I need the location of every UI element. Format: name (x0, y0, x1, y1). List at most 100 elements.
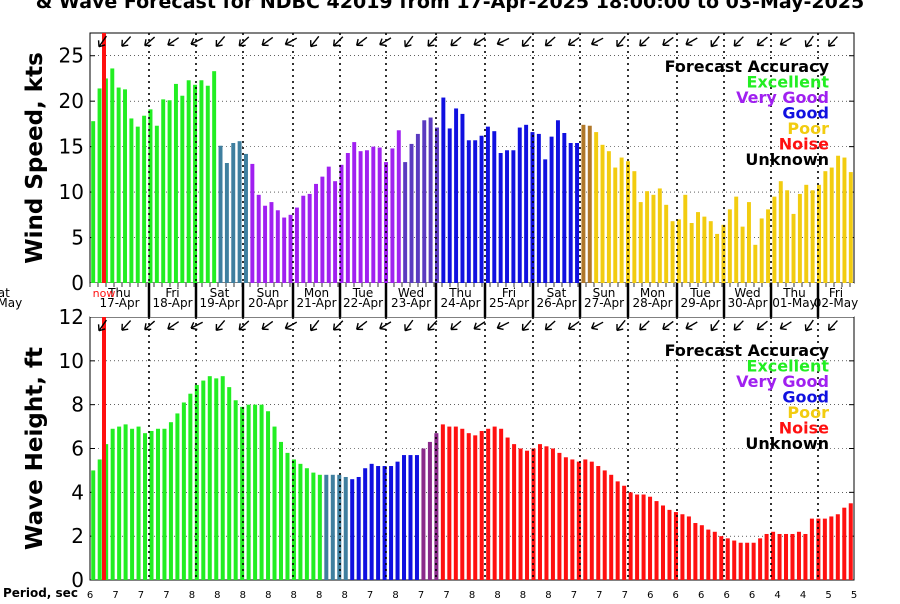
data-bar (778, 181, 783, 283)
data-bar (311, 472, 316, 580)
data-bar (317, 474, 322, 580)
data-bar (758, 538, 763, 580)
data-bar (135, 126, 140, 283)
data-bar (123, 89, 127, 283)
arrow-shaft (238, 320, 250, 331)
arrow-head (639, 323, 647, 331)
data-bar (269, 202, 274, 283)
period-value: 5 (825, 590, 831, 600)
data-bar (110, 428, 115, 580)
arrow-shaft (356, 320, 368, 330)
data-bar (796, 531, 801, 580)
arrow-shaft (685, 37, 698, 46)
data-bar (570, 459, 575, 580)
data-bar (784, 533, 789, 580)
period-label: Period, sec (3, 586, 78, 600)
arrow-shaft (545, 320, 556, 331)
data-bar (415, 133, 420, 283)
day-name: Sun (257, 286, 280, 300)
arrow-head (144, 39, 152, 47)
day-name: Sun (593, 286, 616, 300)
data-bar (343, 476, 348, 580)
data-bar (583, 459, 588, 580)
legend-title: Forecast Accuracy (665, 57, 830, 76)
day-name: Thu (782, 286, 806, 300)
legend-entry: Unknown (745, 150, 829, 169)
arrow-shaft (521, 36, 532, 47)
y-tick-label: 12 (59, 305, 84, 329)
arrow-shaft (261, 36, 274, 46)
data-bar (473, 140, 478, 283)
arrow-shaft (591, 321, 604, 329)
y-tick-label: 10 (59, 180, 84, 204)
period-value: 7 (596, 590, 602, 600)
arrow-shaft (379, 37, 392, 46)
direction-arrow (97, 319, 108, 332)
arrow-shaft (568, 36, 580, 46)
data-bar (435, 127, 439, 283)
direction-arrow (779, 321, 792, 331)
direction-arrow (473, 37, 486, 47)
period-value: 6 (698, 590, 704, 600)
arrow-shaft (733, 36, 744, 47)
data-bar (562, 133, 567, 283)
day-name: Sat (210, 286, 230, 300)
arrow-shaft (450, 320, 462, 331)
data-bar (657, 188, 662, 283)
panel-wind: 0 5 10 15 20 25 Wind Speed, kts Forecast Accura… (22, 32, 855, 295)
data-bar (396, 130, 401, 283)
data-bar (544, 446, 549, 580)
legend-title: Forecast Accuracy (665, 341, 830, 360)
period-value: 8 (316, 590, 322, 600)
data-bar (460, 113, 465, 283)
day-name: Mon (304, 286, 329, 300)
data-bar (212, 71, 217, 284)
arrow-head (473, 38, 481, 47)
y-tick-label: 0 (71, 568, 84, 592)
data-bar (638, 202, 643, 283)
legend-entry: Very Good (736, 372, 829, 391)
arrow-shaft (261, 320, 274, 330)
arrow-head (685, 38, 693, 47)
direction-arrow (379, 37, 392, 47)
data-bar (402, 455, 407, 580)
data-bar (746, 202, 751, 283)
now-line (102, 317, 106, 580)
data-bar (256, 194, 261, 283)
arrow-head (215, 323, 223, 332)
data-bar (161, 99, 166, 283)
data-bar (531, 448, 536, 580)
data-bar (745, 542, 750, 580)
data-bar (330, 474, 335, 580)
direction-arrow (215, 319, 226, 332)
data-bar (186, 80, 191, 284)
direction-arrow (310, 319, 320, 332)
data-bar (307, 193, 312, 283)
day-date: 22-Apr (343, 296, 383, 310)
arrow-head (804, 324, 813, 332)
period-value: 8 (240, 590, 246, 600)
y-axis-label: Wave Height, ft (22, 347, 48, 550)
arrow-shaft (333, 36, 344, 47)
arrow-shaft (756, 36, 768, 46)
arrow-head (733, 323, 741, 331)
arrow-head (284, 38, 292, 47)
data-bar (272, 426, 277, 580)
arrow-head (121, 323, 129, 331)
data-bar (479, 430, 484, 580)
data-bar (485, 126, 490, 283)
data-bar (536, 133, 541, 283)
data-bar (233, 400, 238, 580)
arrow-head (427, 39, 435, 47)
data-bar (188, 393, 193, 580)
direction-arrow (616, 35, 626, 48)
data-bar (246, 404, 251, 580)
data-bar (168, 422, 173, 580)
data-bar (511, 150, 516, 283)
direction-arrow (521, 320, 532, 331)
period-value: 8 (265, 590, 271, 600)
data-bar (719, 536, 724, 580)
arrow-shaft (662, 36, 674, 46)
arrow-head (190, 322, 198, 331)
